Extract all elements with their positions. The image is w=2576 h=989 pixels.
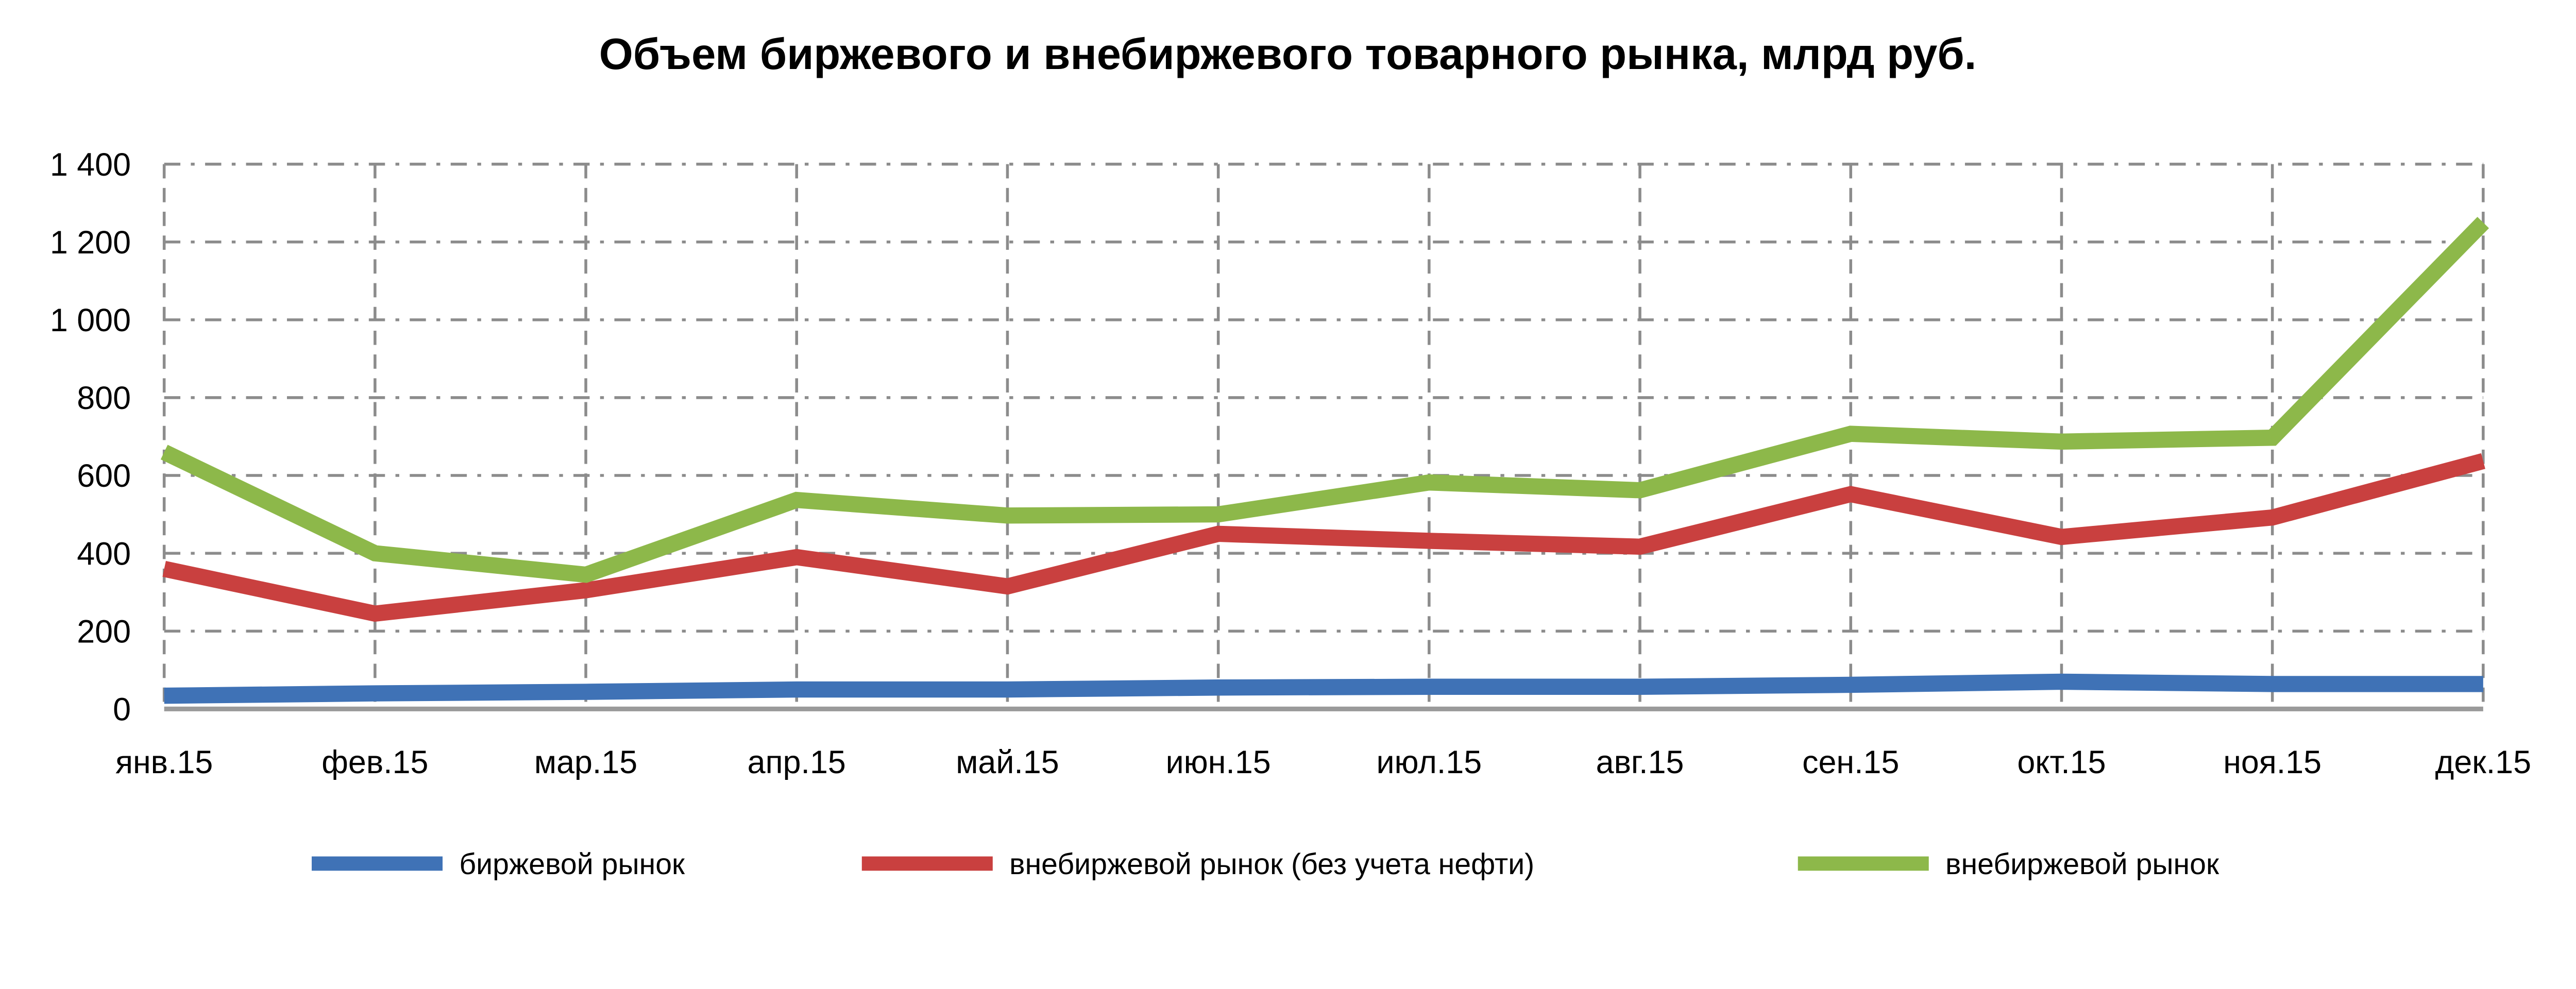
y-tick-label: 600 — [77, 458, 131, 494]
x-tick-label: мар.15 — [534, 744, 637, 780]
y-tick-label: 800 — [77, 380, 131, 416]
x-tick-label: июл.15 — [1376, 744, 1482, 780]
legend-label: внебиржевой рынок (без учета нефти) — [1009, 848, 1534, 881]
x-tick-label: фев.15 — [321, 744, 428, 780]
x-tick-label: май.15 — [956, 744, 1059, 780]
x-tick-label: сен.15 — [1802, 744, 1899, 780]
series-lines — [160, 217, 2489, 704]
chart-title: Объем биржевого и внебиржевого товарного… — [599, 30, 1977, 79]
series-line-0 — [164, 673, 2483, 704]
x-tick-label: ноя.15 — [2223, 744, 2321, 780]
y-axis: 0 200 400 600 800 1 000 1 200 1 400 — [50, 147, 131, 728]
x-tick-label: авг.15 — [1596, 744, 1684, 780]
y-tick-label: 200 — [77, 613, 131, 650]
y-tick-label: 1 400 — [50, 147, 131, 183]
legend: биржевой рынок внебиржевой рынок (без уче… — [312, 848, 2219, 881]
series-line-1 — [162, 453, 2485, 622]
x-tick-label: апр.15 — [748, 744, 846, 780]
y-tick-label: 400 — [77, 536, 131, 572]
x-tick-label: дек.15 — [2435, 744, 2531, 780]
x-axis: янв.15 фев.15 мар.15 апр.15 май.15 июн.15 июл.… — [115, 744, 2531, 780]
x-tick-label: июн.15 — [1166, 744, 1271, 780]
y-tick-label: 1 000 — [50, 302, 131, 338]
legend-label: биржевой рынок — [459, 848, 685, 881]
series-line-2 — [160, 217, 2489, 583]
x-tick-label: янв.15 — [115, 744, 213, 780]
y-tick-label: 1 200 — [50, 225, 131, 261]
line-chart: Объем биржевого и внебиржевого товарного… — [50, 30, 2531, 881]
x-tick-label: окт.15 — [2017, 744, 2106, 780]
legend-label: внебиржевой рынок — [1945, 848, 2219, 881]
y-tick-label: 0 — [113, 691, 131, 727]
